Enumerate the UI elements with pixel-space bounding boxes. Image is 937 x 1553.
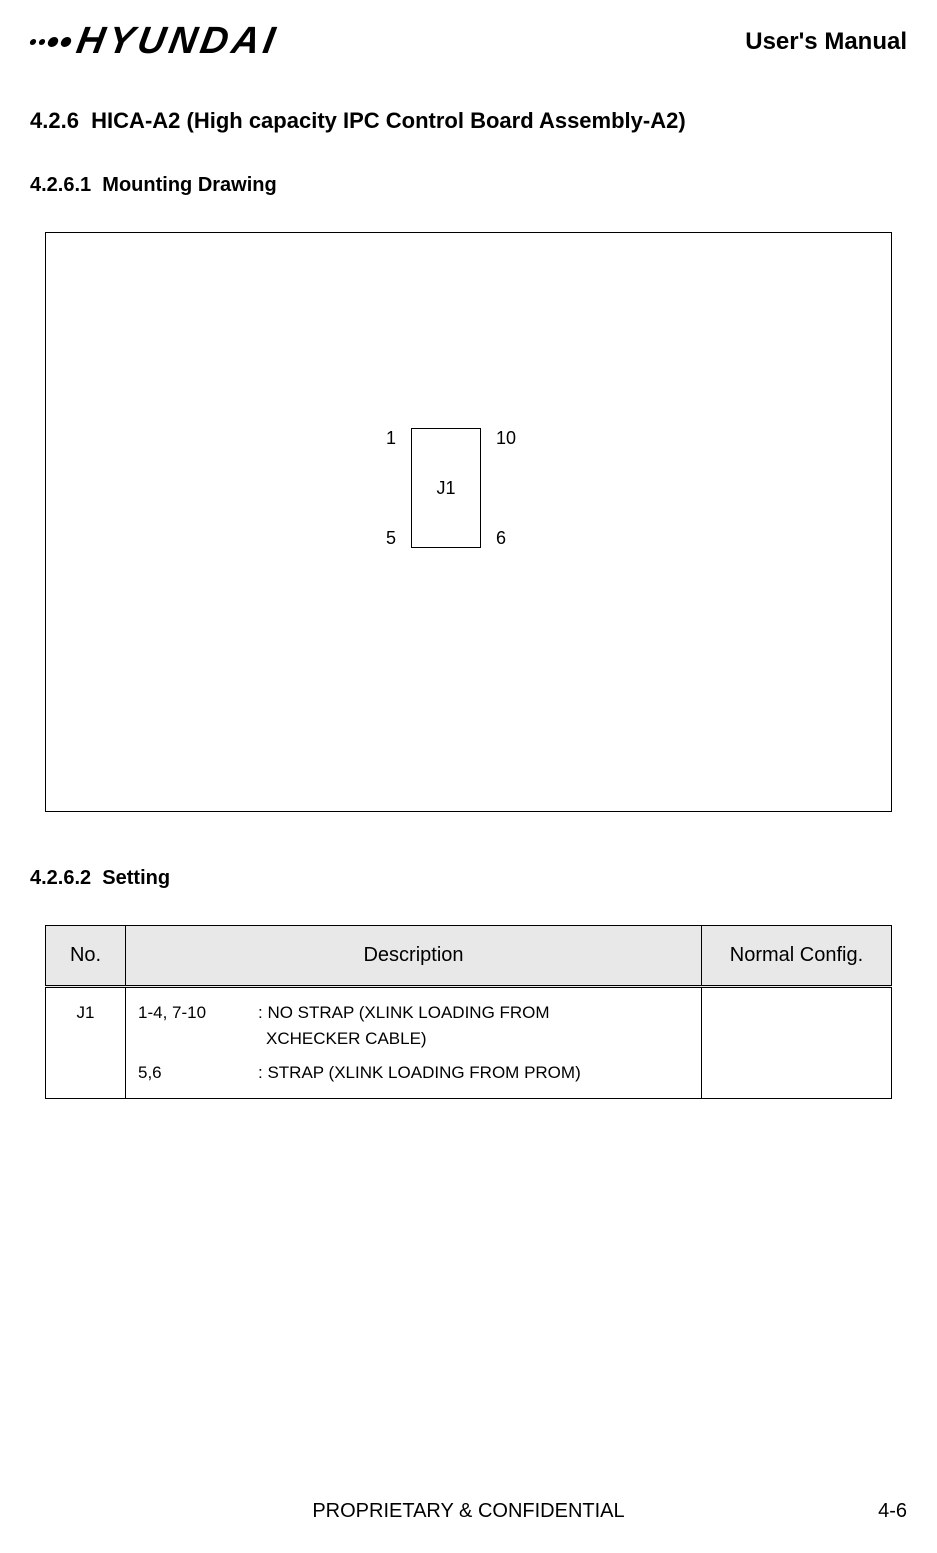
- footer-classification: PROPRIETARY & CONFIDENTIAL: [312, 1500, 624, 1523]
- pin-label-10: 10: [496, 428, 516, 449]
- cell-description: 1-4, 7-10 : NO STRAP (XLINK LOADING FROM…: [126, 987, 702, 1099]
- table-row: J1 1-4, 7-10 : NO STRAP (XLINK LOADING F…: [46, 987, 892, 1099]
- logo-dots-icon: [29, 37, 73, 47]
- section-heading: 4.2.6 HICA-A2 (High capacity IPC Control…: [30, 108, 907, 134]
- page-number: 4-6: [878, 1500, 907, 1523]
- table-header-row: No. Description Normal Config.: [46, 926, 892, 987]
- desc-line-indent: XCHECKER CABLE): [138, 1029, 689, 1049]
- brand-name: HYUNDAI: [73, 20, 282, 63]
- connector-label: J1: [436, 478, 455, 499]
- desc-val: : NO STRAP (XLINK LOADING FROM: [258, 1003, 689, 1023]
- col-header-normal-config: Normal Config.: [702, 926, 892, 987]
- page-header: HYUNDAI User's Manual: [30, 20, 907, 63]
- settings-table: No. Description Normal Config. J1 1-4, 7…: [45, 925, 892, 1099]
- cell-no: J1: [46, 987, 126, 1099]
- brand-logo: HYUNDAI: [30, 20, 278, 63]
- subsection-setting-heading: 4.2.6.2 Setting: [30, 867, 907, 890]
- subsection2-title: Setting: [102, 867, 170, 889]
- connector-box: J1: [411, 428, 481, 548]
- pin-label-5: 5: [386, 528, 396, 549]
- desc-val: : STRAP (XLINK LOADING FROM PROM): [258, 1063, 689, 1083]
- pin-label-6: 6: [496, 528, 506, 549]
- desc-line: 1-4, 7-10 : NO STRAP (XLINK LOADING FROM: [138, 1003, 689, 1023]
- desc-line: 5,6 : STRAP (XLINK LOADING FROM PROM): [138, 1063, 689, 1083]
- pin-label-1: 1: [386, 428, 396, 449]
- cell-normal-config: [702, 987, 892, 1099]
- desc-key: 1-4, 7-10: [138, 1003, 258, 1023]
- subsection2-number: 4.2.6.2: [30, 867, 91, 889]
- document-title: User's Manual: [745, 28, 907, 56]
- col-header-description: Description: [126, 926, 702, 987]
- section-title: HICA-A2 (High capacity IPC Control Board…: [91, 108, 686, 133]
- desc-key: 5,6: [138, 1063, 258, 1083]
- col-header-no: No.: [46, 926, 126, 987]
- page-footer: PROPRIETARY & CONFIDENTIAL 4-6: [30, 1500, 907, 1523]
- section-number: 4.2.6: [30, 108, 79, 133]
- mounting-diagram-frame: 1 5 10 6 J1: [45, 232, 892, 812]
- subsection1-number: 4.2.6.1: [30, 174, 91, 196]
- subsection-mounting-heading: 4.2.6.1 Mounting Drawing: [30, 174, 907, 197]
- subsection1-title: Mounting Drawing: [102, 174, 276, 196]
